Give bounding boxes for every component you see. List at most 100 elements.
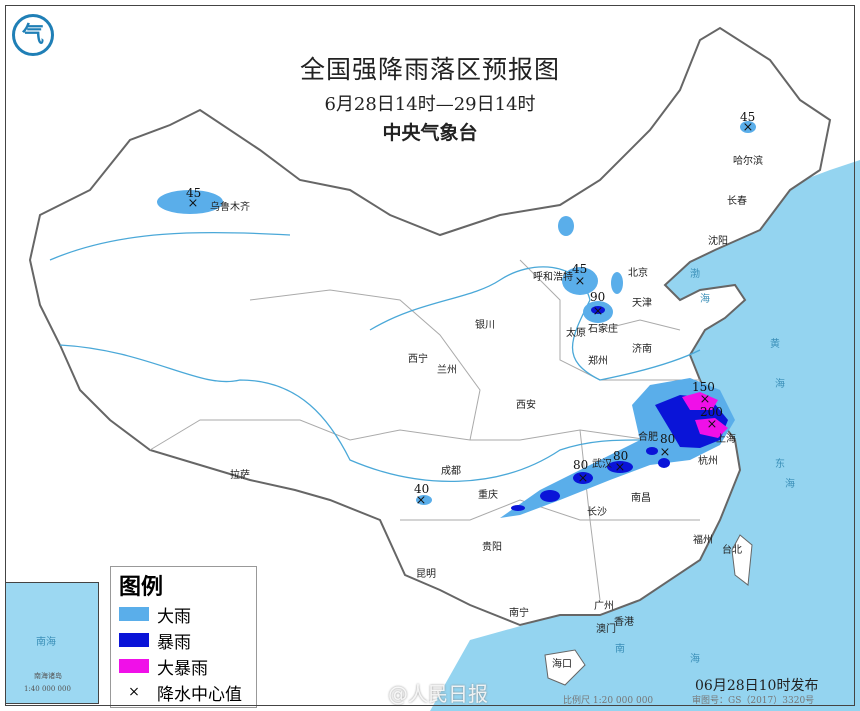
city-label: 合肥: [638, 432, 658, 443]
rain-heavy-heilongjiang: [740, 121, 756, 133]
rain-center-cross-icon: ×: [700, 392, 711, 407]
city-label: 呼和浩特: [533, 272, 573, 283]
legend-label: 暴雨: [157, 632, 191, 653]
sea-label: 东: [775, 459, 785, 470]
city-label: 兰州: [437, 365, 457, 376]
rain-heavy-nmg: [558, 216, 574, 236]
sea-label: 海: [785, 479, 795, 490]
city-label: 郑州: [588, 356, 608, 367]
city-label: 成都: [441, 466, 461, 477]
rain-extreme-north: [682, 392, 718, 410]
city-label: 上海: [716, 434, 736, 445]
city-label: 天津: [632, 298, 652, 309]
rain-center-cross-icon: ×: [188, 196, 199, 211]
rain-heavy-beijing: [611, 272, 623, 294]
taiwan: [731, 534, 753, 586]
rain-center-value: 90: [590, 290, 606, 304]
swatch-rainstorm: [119, 633, 149, 647]
rain-storm-anhui: [646, 447, 658, 455]
sea-label: 黄: [770, 339, 780, 350]
city-label: 南昌: [631, 493, 651, 504]
rain-center-value: 45: [572, 262, 588, 276]
city-label: 沈阳: [708, 236, 728, 247]
inset-islands-label: 南海诸岛: [34, 672, 62, 680]
rain-center-value: 80: [613, 449, 629, 463]
sea-label: 海: [700, 294, 710, 305]
rain-storm-hunan: [540, 490, 560, 502]
legend-item-rainstorm: 暴雨: [119, 627, 256, 653]
rain-center-value: 45: [186, 186, 202, 200]
city-label: 哈尔滨: [733, 156, 763, 167]
city-label: 西宁: [408, 354, 428, 365]
city-label: 长沙: [587, 507, 607, 518]
rain-center-cross-icon: ×: [615, 460, 626, 475]
rain-areas: [157, 121, 756, 518]
sea-label: 南: [615, 644, 625, 655]
city-label: 西安: [516, 400, 536, 411]
legend-title: 图例: [119, 575, 164, 600]
city-label: 银川: [475, 320, 495, 331]
city-label: 贵阳: [482, 542, 502, 553]
map-title: 全国强降雨落区预报图: [299, 55, 560, 84]
rain-center-cross-icon: ×: [707, 417, 718, 432]
legend-item-heavy-rainstorm: 大暴雨: [119, 653, 256, 679]
rain-center-cross-icon: ×: [578, 471, 589, 486]
legend: 图例 大雨 暴雨 大暴雨 × 降水中心值: [110, 566, 257, 708]
rain-storm-guizhou: [511, 505, 525, 511]
sea-label: 渤: [690, 269, 700, 280]
swatch-heavy-rain: [119, 607, 149, 621]
south-china-sea-inset: 南海 南海诸岛 1:40 000 000: [5, 582, 99, 704]
rain-storm-shijiazhuang: [591, 306, 605, 314]
province-borders: [149, 259, 700, 601]
legend-item-center: × 降水中心值: [119, 679, 256, 705]
rain-center-cross-icon: ×: [575, 274, 586, 289]
city-label: 长春: [727, 196, 747, 207]
rain-storm-hubei: [573, 472, 593, 484]
rain-heavy-urumqi: [157, 190, 223, 214]
legend-label: 大暴雨: [157, 658, 208, 679]
city-label: 太原: [566, 328, 586, 339]
rivers: [49, 231, 721, 482]
city-label: 武汉: [592, 459, 612, 470]
inset-sea-label: 南海: [36, 637, 56, 648]
swatch-heavy-rainstorm: [119, 659, 149, 673]
map-approval-number: 审图号：GS（2017）3320号: [692, 696, 815, 706]
city-label: 杭州: [698, 456, 718, 467]
forecast-period: 6月28日14时—29日14时: [324, 94, 536, 115]
city-label: 台北: [722, 545, 742, 556]
city-label: 拉萨: [230, 470, 250, 481]
inset-scale: 1:40 000 000: [24, 685, 71, 693]
city-label: 石家庄: [588, 324, 618, 335]
legend-label: 大雨: [157, 606, 191, 627]
rain-center-value: 40: [414, 482, 430, 496]
cma-logo: 气: [12, 14, 54, 56]
rain-center-value: 200: [700, 405, 723, 419]
rain-storm-anhui2: [658, 458, 670, 468]
sea-label: 海: [775, 379, 785, 390]
rain-center-markers: × × × × × × × × × ×: [188, 120, 754, 508]
issuer: 中央气象台: [382, 122, 478, 144]
city-label: 香港: [614, 617, 634, 628]
rain-center-cross-icon: ×: [593, 304, 604, 319]
watermark: @人民日报: [388, 682, 488, 706]
city-label: 昆明: [416, 569, 436, 580]
rain-extreme-south: [695, 418, 728, 438]
rain-center-value: 80: [573, 458, 589, 472]
rain-center-cross-icon: ×: [416, 493, 427, 508]
city-label: 澳门: [596, 624, 616, 635]
rain-heavy-hohhot: [562, 267, 598, 295]
city-label: 福州: [693, 535, 713, 546]
map-scale: 比例尺 1:20 000 000: [563, 696, 654, 706]
city-label: 重庆: [478, 490, 498, 501]
city-label: 海口: [552, 659, 572, 670]
sea: [430, 160, 860, 711]
rain-center-cross-icon: ×: [660, 445, 671, 460]
city-label: 广州: [594, 601, 614, 612]
rain-center-value: 150: [692, 380, 715, 394]
rain-center-value: 80: [660, 432, 676, 446]
city-label: 济南: [632, 344, 652, 355]
hainan: [544, 649, 586, 686]
legend-item-heavy-rain: 大雨: [119, 601, 256, 627]
